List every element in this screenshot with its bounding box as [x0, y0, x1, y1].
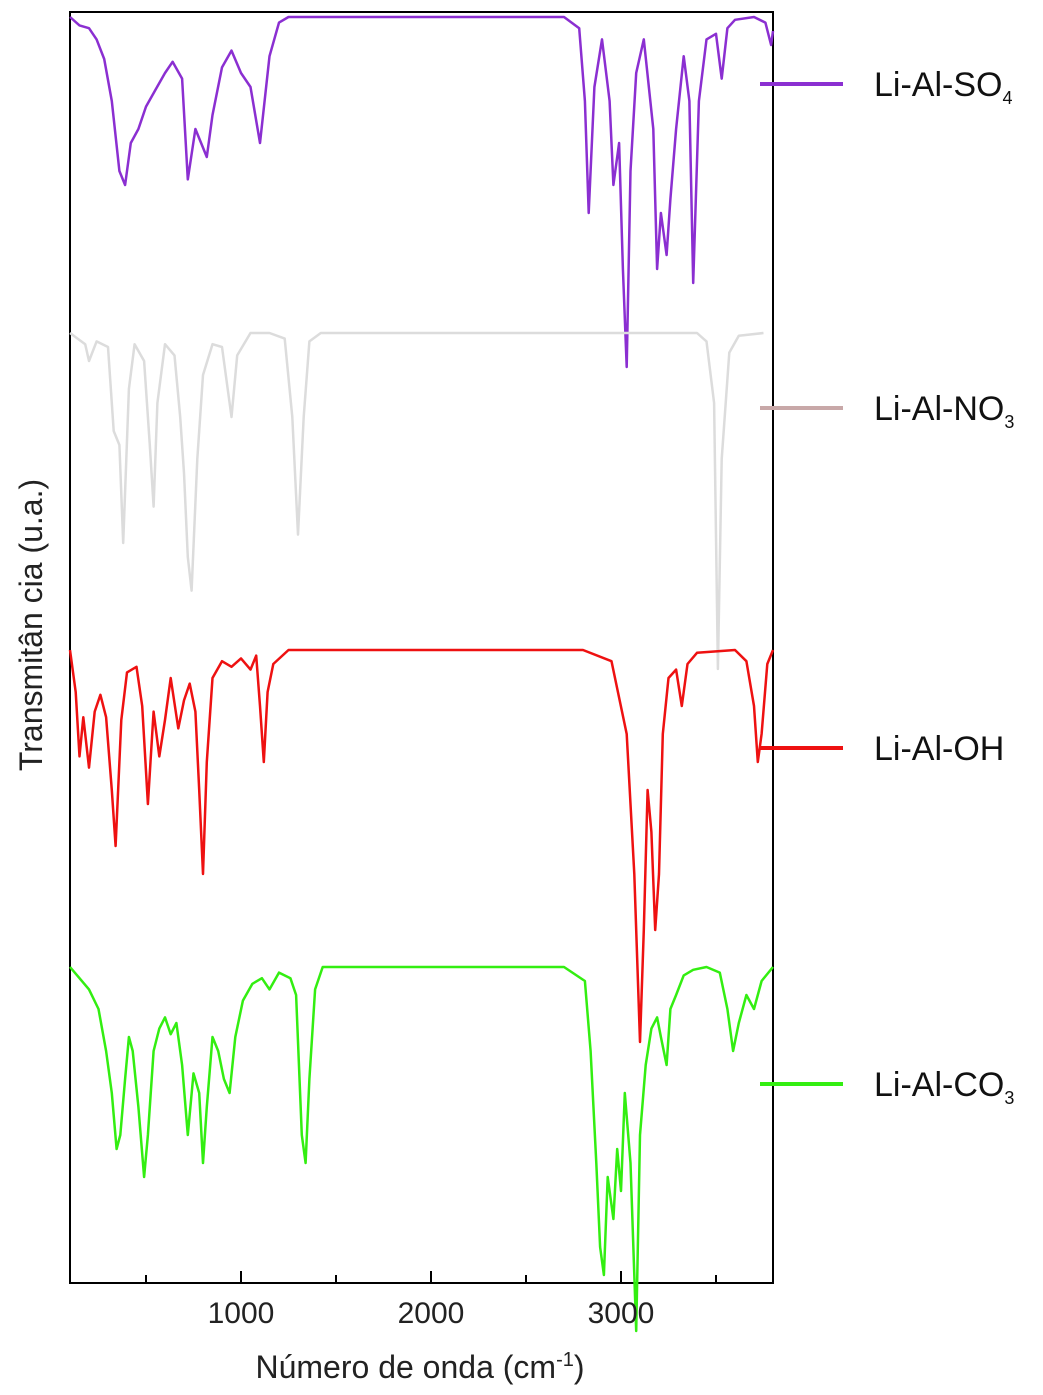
y-axis-label: Transmitân cia (u.a.): [13, 479, 49, 771]
x-axis-label-tail: ): [574, 1349, 585, 1385]
series-layer: [68, 15, 775, 1333]
series-line-2: [69, 331, 764, 671]
x-tick-label: 1000: [208, 1297, 275, 1330]
series-line-1: [69, 15, 775, 369]
legend-label-4: Li-Al-CO3: [874, 1066, 1014, 1108]
x-axis-label: Número de onda (cm-1): [255, 1349, 584, 1385]
legend: Li-Al-SO4 Li-Al-NO3 Li-Al-OH Li-Al-CO3: [760, 66, 1014, 1108]
x-axis-label-sup: -1: [556, 1349, 574, 1371]
x-tick-label: 2000: [398, 1297, 465, 1330]
legend-label-2: Li-Al-NO3: [874, 390, 1014, 432]
x-ticks: 1000 2000 3000: [145, 1271, 717, 1330]
legend-label-3: Li-Al-OH: [874, 730, 1004, 768]
x-axis-label-main: Número de onda (cm: [255, 1349, 556, 1385]
x-tick-label: 3000: [588, 1297, 655, 1330]
series-line-3: [68, 648, 775, 1044]
plot-frame: [69, 11, 774, 1284]
legend-label-1: Li-Al-SO4: [874, 66, 1012, 108]
series-line-4: [69, 965, 774, 1333]
